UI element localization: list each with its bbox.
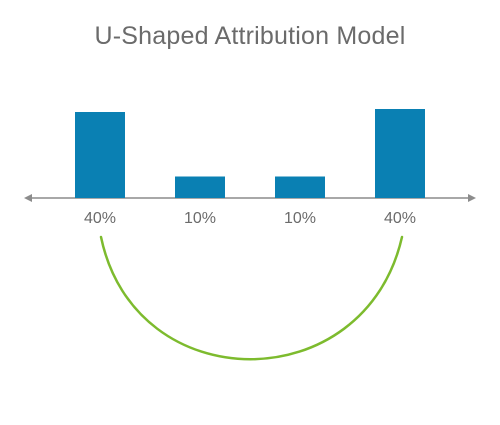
tick-label-4: 40% (384, 210, 416, 227)
tick-label-1: 40% (84, 210, 116, 227)
bar-1 (75, 112, 125, 198)
u-curve-decoration (99, 235, 404, 361)
chart-title: U-Shaped Attribution Model (94, 22, 406, 50)
u-curve-line (99, 235, 404, 361)
bar-2 (175, 176, 225, 198)
bar-4 (375, 109, 425, 198)
tick-label-2: 10% (184, 210, 216, 227)
bar-3 (275, 176, 325, 198)
axis-arrow-right-icon (468, 194, 476, 202)
axis-arrow-left-icon (24, 194, 32, 202)
bars (75, 109, 425, 198)
tick-labels: 40% 10% 10% 40% (84, 210, 416, 227)
tick-label-3: 10% (284, 210, 316, 227)
